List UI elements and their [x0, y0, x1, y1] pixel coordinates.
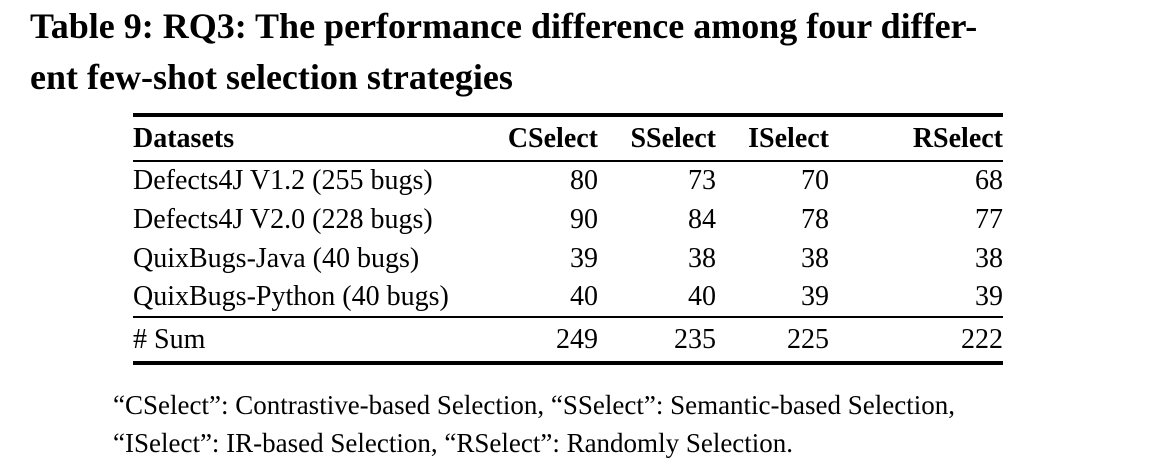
- table-body: Defects4J V1.2 (255 bugs) 80 73 70 68 De…: [133, 161, 1003, 318]
- table-row: QuixBugs-Python (40 bugs) 40 40 39 39: [133, 278, 1003, 318]
- table-row: QuixBugs-Java (40 bugs) 39 38 38 38: [133, 239, 1003, 278]
- footnote-line2: “ISelect”: IR-based Selection, “RSelect”…: [113, 428, 794, 458]
- value-cell: 38: [801, 242, 829, 274]
- value-cell: 84: [688, 203, 716, 235]
- dataset-cell: Defects4J V1.2 (255 bugs): [133, 165, 433, 196]
- value-cell: 70: [801, 165, 829, 196]
- sum-row: # Sum 249 235 225 222: [133, 317, 1003, 363]
- sum-value-cell: 235: [674, 323, 716, 355]
- value-cell: 38: [975, 242, 1003, 274]
- dataset-cell: Defects4J V2.0 (228 bugs): [133, 203, 433, 235]
- table-caption-line2: ent few-shot selection strategies: [30, 57, 513, 97]
- sum-value-cell: 225: [787, 323, 829, 355]
- value-cell: 73: [688, 165, 716, 196]
- table-footnote: “CSelect”: Contrastive-based Selection, …: [113, 386, 955, 462]
- column-header-rselect: RSelect: [829, 115, 1003, 162]
- table-caption-line1: Table 9: RQ3: The performance difference…: [30, 6, 978, 46]
- value-cell: 39: [570, 242, 598, 274]
- footnote-line1: “CSelect”: Contrastive-based Selection, …: [113, 390, 955, 420]
- value-cell: 78: [801, 203, 829, 235]
- column-header-cselect: CSelect: [485, 115, 598, 162]
- value-cell: 80: [570, 165, 598, 196]
- table-caption: Table 9: RQ3: The performance difference…: [30, 1, 977, 103]
- value-cell: 40: [598, 278, 716, 318]
- column-header-datasets: Datasets: [133, 115, 485, 162]
- sum-value-cell: 249: [556, 323, 598, 355]
- value-cell: 68: [975, 165, 1003, 196]
- table-header: Datasets CSelect SSelect ISelect RSelect: [133, 115, 1003, 162]
- results-table: Datasets CSelect SSelect ISelect RSelect…: [133, 113, 1003, 365]
- sum-value-cell: 222: [961, 323, 1003, 355]
- table-footer: # Sum 249 235 225 222: [133, 317, 1003, 363]
- table-row: Defects4J V1.2 (255 bugs) 80 73 70 68: [133, 161, 1003, 200]
- header-row: Datasets CSelect SSelect ISelect RSelect: [133, 115, 1003, 162]
- dataset-cell: QuixBugs-Java (40 bugs): [133, 242, 420, 274]
- table-row: Defects4J V2.0 (228 bugs) 90 84 78 77: [133, 200, 1003, 239]
- value-cell: 38: [688, 242, 716, 274]
- column-header-sselect: SSelect: [598, 115, 716, 162]
- column-header-iselect: ISelect: [716, 115, 829, 162]
- sum-label-cell: # Sum: [133, 323, 206, 355]
- value-cell: 39: [716, 278, 829, 318]
- value-cell: 90: [570, 203, 598, 235]
- dataset-cell: QuixBugs-Python (40 bugs): [133, 278, 485, 318]
- value-cell: 77: [975, 203, 1003, 235]
- value-cell: 39: [829, 278, 1003, 318]
- value-cell: 40: [485, 278, 598, 318]
